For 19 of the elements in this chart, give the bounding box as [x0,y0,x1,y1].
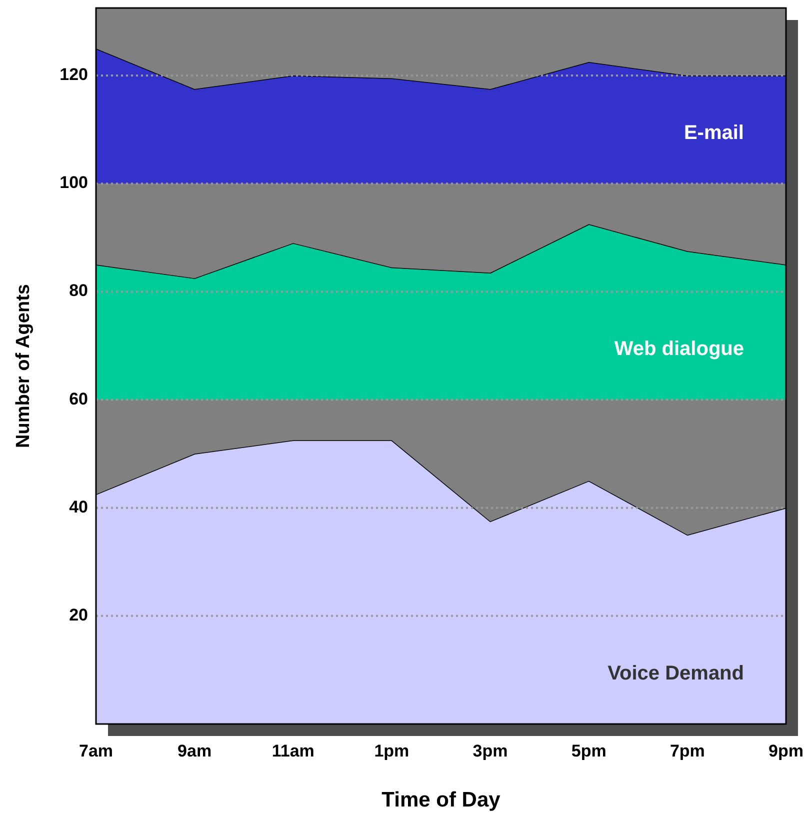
x-tick-label: 1pm [374,741,410,760]
x-tick-label: 7am [78,741,114,760]
x-axis-title: Time of Day [382,788,501,812]
x-tick-label: 7pm [670,741,705,760]
y-tick-label: 120 [60,65,88,84]
series-label: Voice Demand [608,662,744,684]
series-label: E-mail [684,122,744,144]
x-tick-label: 5pm [571,741,606,760]
series-label: Web dialogue [614,338,744,360]
y-tick-label: 80 [69,281,88,300]
y-tick-label: 60 [69,389,88,408]
x-tick-label: 9pm [768,741,804,760]
x-tick-label: 11am [272,741,314,760]
y-tick-label: 20 [69,605,88,624]
y-axis-title: Number of Agents [13,284,34,448]
y-tick-label: 100 [60,173,88,192]
x-tick-label: 3pm [472,741,508,760]
x-tick-label: 9am [178,741,212,760]
y-tick-label: 40 [69,497,88,516]
